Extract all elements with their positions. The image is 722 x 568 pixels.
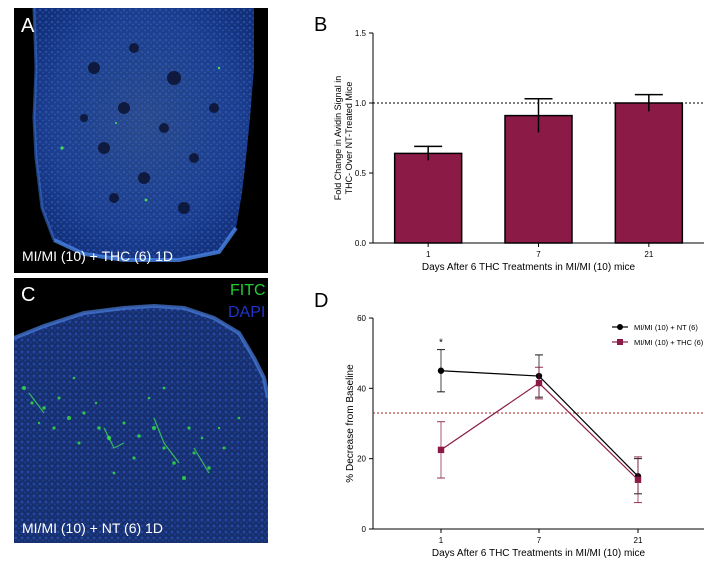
b-y-tick-label: 0.0: [355, 239, 367, 248]
d-x-tick-label: 1: [439, 536, 444, 545]
panel-c-image: C FITC DAPI MI/MI (10) + NT (6) 1D: [14, 278, 268, 543]
b-x-tick-label: 1: [426, 250, 431, 259]
d-series-line: [440, 370, 639, 477]
d-y-tick-label: 20: [357, 455, 366, 464]
b-x-tick-label: 7: [536, 250, 541, 259]
d-y-tick-label: 0: [362, 525, 367, 534]
panel-a-image: A MI/MI (10) + THC (6) 1D: [14, 8, 268, 273]
d-significance-marker: *: [439, 338, 443, 349]
b-y-tick-label: 1.0: [355, 99, 367, 108]
d-legend-label: MI/MI (10) + NT (6): [634, 323, 698, 332]
d-point: [437, 367, 445, 374]
d-point: [437, 446, 445, 454]
b-x-axis-label: Days After 6 THC Treatments in MI/MI (10…: [422, 262, 636, 273]
panel-d-letter: D: [314, 290, 329, 312]
panel-b-letter: B: [314, 14, 328, 36]
b-y-axis-label: THC- Over NT-Treated Mice: [344, 82, 354, 195]
d-x-axis-label: Days After 6 THC Treatments in MI/MI (10…: [432, 548, 646, 559]
b-bar: [504, 114, 573, 244]
panel-c-letter: C: [21, 284, 36, 306]
panel-a-letter: A: [21, 15, 35, 37]
panel-c-tissue: [14, 278, 268, 543]
panel-c-caption: MI/MI (10) + NT (6) 1D: [22, 520, 163, 536]
d-y-tick-label: 60: [357, 314, 366, 323]
b-x-tick-label: 21: [644, 250, 653, 259]
panel-a-tissue: [14, 8, 268, 273]
d-y-tick-label: 40: [357, 384, 366, 393]
d-y-axis-label: % Decrease from Baseline: [345, 364, 356, 483]
d-point: [535, 379, 543, 387]
b-y-tick-label: 1.5: [355, 29, 367, 38]
fitc-label: FITC: [230, 282, 266, 299]
b-bar: [393, 152, 463, 244]
panel-a-caption: MI/MI (10) + THC (6) 1D: [22, 248, 174, 264]
b-y-axis-label: Fold Change in Avidin Signal in: [333, 76, 343, 200]
d-legend-marker: [617, 339, 623, 345]
dapi-label: DAPI: [228, 304, 266, 321]
d-legend-label: MI/MI (10) + THC (6): [634, 338, 704, 347]
d-legend-marker: [617, 324, 623, 330]
b-y-tick-label: 0.5: [355, 169, 367, 178]
d-point: [634, 476, 642, 483]
d-x-tick-label: 7: [537, 536, 542, 545]
d-x-tick-label: 21: [634, 536, 643, 545]
